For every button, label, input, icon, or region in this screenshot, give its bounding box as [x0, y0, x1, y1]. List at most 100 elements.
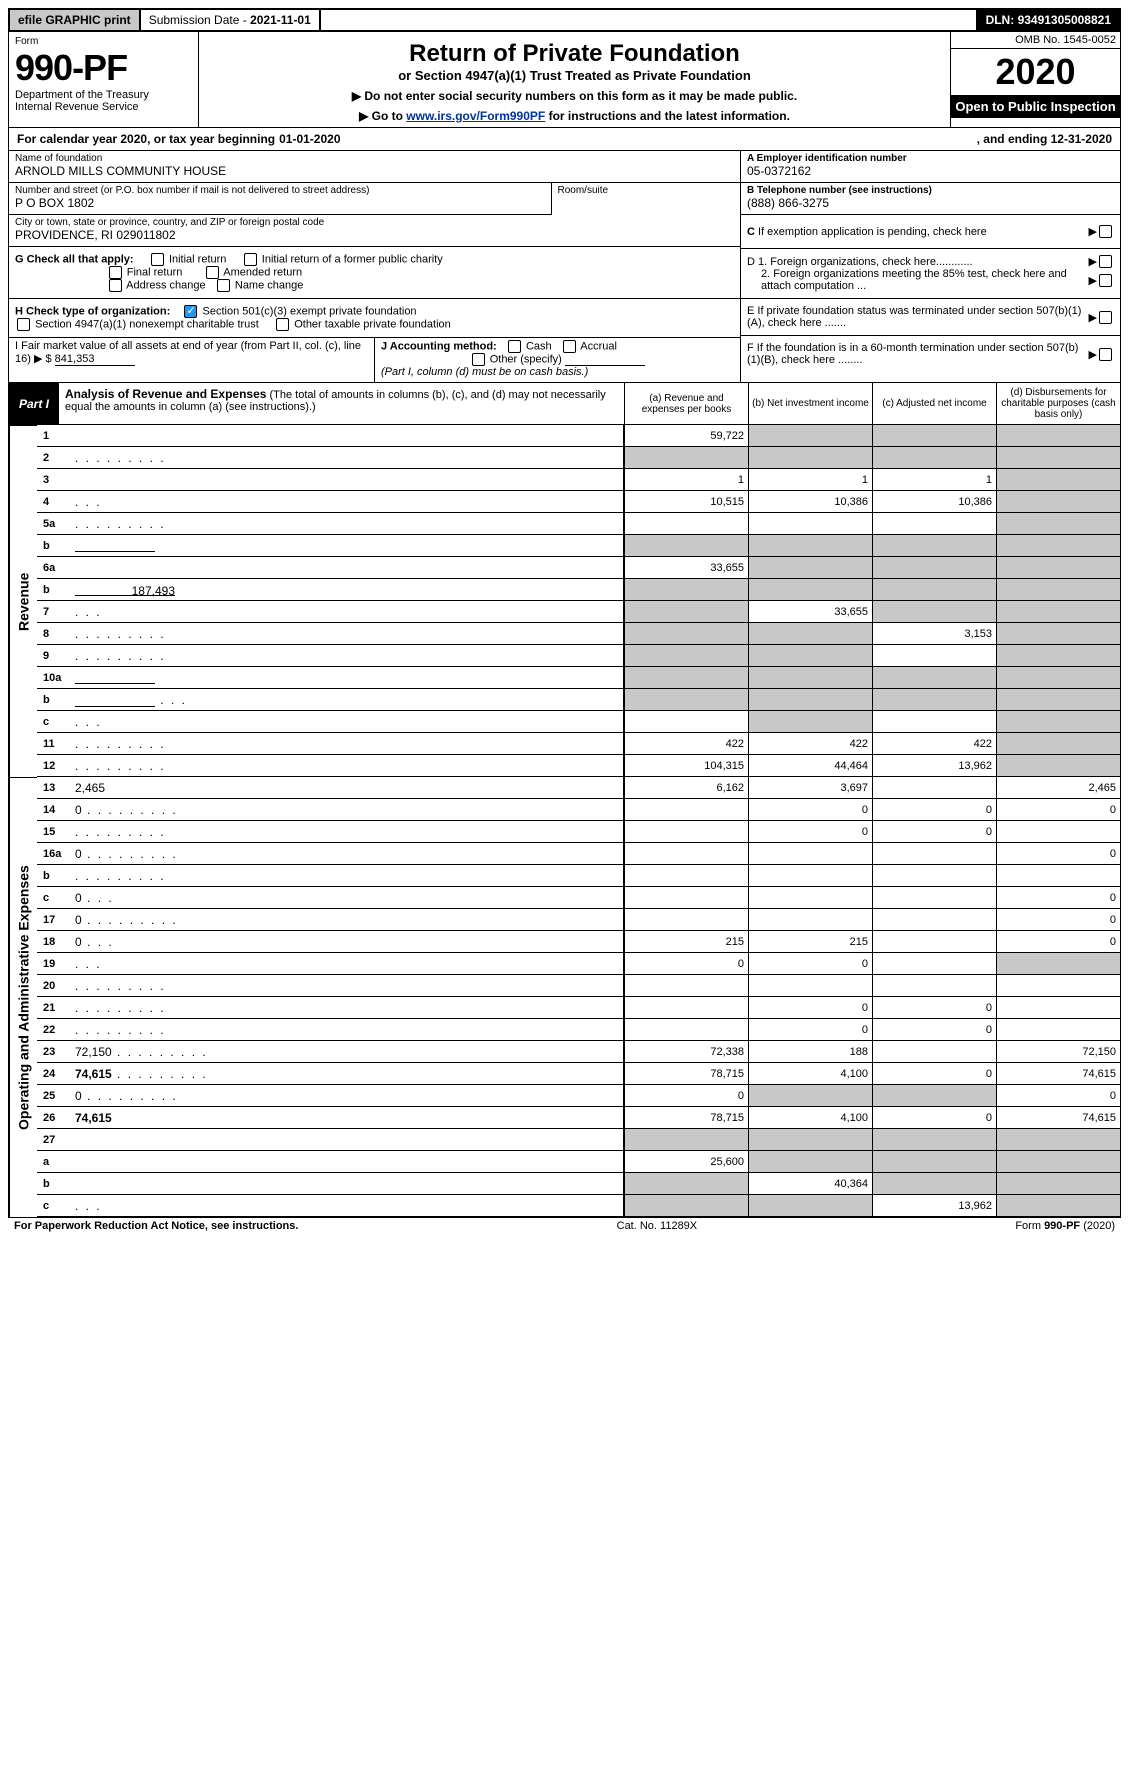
amount-col-d — [996, 513, 1120, 535]
amount-col-a — [624, 513, 748, 535]
amount-col-a: 72,338 — [624, 1041, 748, 1063]
efile-print-button[interactable]: efile GRAPHIC print — [10, 10, 141, 30]
line-description — [71, 447, 624, 469]
section-d1-checkbox[interactable] — [1099, 255, 1112, 268]
other-taxable-checkbox[interactable] — [276, 318, 289, 331]
city-label: City or town, state or province, country… — [15, 217, 734, 228]
line-number: 9 — [37, 645, 71, 667]
initial-return-checkbox[interactable] — [151, 253, 164, 266]
section-h-label: H Check type of organization: — [15, 305, 170, 317]
section-e-checkbox[interactable] — [1099, 311, 1112, 324]
amount-col-a — [624, 1173, 748, 1195]
amount-col-b — [748, 1129, 872, 1151]
section-d2-checkbox[interactable] — [1099, 274, 1112, 287]
amount-col-a: 25,600 — [624, 1151, 748, 1173]
opt-initial-former: Initial return of a former public charit… — [262, 253, 443, 265]
amount-col-c: 13,962 — [872, 755, 996, 777]
amount-col-a: 6,162 — [624, 777, 748, 799]
amount-col-b: 422 — [748, 733, 872, 755]
line-description: 74,615 — [71, 1107, 624, 1129]
section-j-cell: J Accounting method: Cash Accrual Other … — [374, 338, 740, 382]
amount-col-a — [624, 645, 748, 667]
initial-former-checkbox[interactable] — [244, 253, 257, 266]
phone-value: (888) 866-3275 — [747, 196, 1114, 210]
amount-col-c — [872, 447, 996, 469]
amount-col-d — [996, 667, 1120, 689]
line-number: b — [37, 1173, 71, 1195]
form990pf-link[interactable]: www.irs.gov/Form990PF — [406, 109, 545, 123]
name-change-checkbox[interactable] — [217, 279, 230, 292]
amount-col-a: 59,722 — [624, 425, 748, 447]
line-description — [71, 513, 624, 535]
part-i-table: Revenue159,72223111410,51510,38610,3865a… — [8, 425, 1121, 1217]
line-number: 5a — [37, 513, 71, 535]
phone-cell: B Telephone number (see instructions) (8… — [741, 183, 1120, 215]
part-i-badge: Part I — [9, 383, 59, 424]
amount-col-a: 0 — [624, 1085, 748, 1107]
amount-col-c: 0 — [872, 821, 996, 843]
cash-checkbox[interactable] — [508, 340, 521, 353]
dept-treasury: Department of the Treasury — [15, 89, 192, 101]
amount-col-b — [748, 513, 872, 535]
dln-label: DLN: — [986, 13, 1018, 27]
amount-col-d: 74,615 — [996, 1063, 1120, 1085]
amount-col-d: 72,150 — [996, 1041, 1120, 1063]
amount-col-c — [872, 711, 996, 733]
address-change-checkbox[interactable] — [109, 279, 122, 292]
amount-col-d — [996, 1151, 1120, 1173]
amount-col-b: 44,464 — [748, 755, 872, 777]
part-i-desc: Analysis of Revenue and Expenses (The to… — [59, 383, 624, 424]
amount-col-c — [872, 1085, 996, 1107]
amount-col-d — [996, 755, 1120, 777]
section-f-cell: F If the foundation is in a 60-month ter… — [741, 336, 1120, 372]
amount-col-a: 422 — [624, 733, 748, 755]
final-return-checkbox[interactable] — [109, 266, 122, 279]
line-number: 14 — [37, 799, 71, 821]
line-description — [71, 535, 624, 557]
amount-col-a: 78,715 — [624, 1107, 748, 1129]
section-i-amount: 841,353 — [55, 353, 135, 366]
topbar-spacer — [321, 10, 978, 30]
arrow-icon: ▶ — [1089, 311, 1097, 324]
line-number: 27 — [37, 1129, 71, 1151]
dln-field: DLN: 93491305008821 — [978, 10, 1119, 30]
line-number: 4 — [37, 491, 71, 513]
line-number: 13 — [37, 777, 71, 799]
other-method-checkbox[interactable] — [472, 353, 485, 366]
amount-col-a: 0 — [624, 953, 748, 975]
amount-col-b: 0 — [748, 953, 872, 975]
line-number: 15 — [37, 821, 71, 843]
line-description — [71, 711, 624, 733]
amount-col-a — [624, 799, 748, 821]
4947a1-checkbox[interactable] — [17, 318, 30, 331]
amount-col-d: 74,615 — [996, 1107, 1120, 1129]
footer-form-suffix: (2020) — [1080, 1220, 1115, 1232]
cal-end: 12-31-2020 — [1051, 132, 1112, 146]
line-number: 3 — [37, 469, 71, 491]
line-number: b — [37, 865, 71, 887]
amended-return-checkbox[interactable] — [206, 266, 219, 279]
line-number: 20 — [37, 975, 71, 997]
amount-col-b — [748, 975, 872, 997]
accrual-checkbox[interactable] — [563, 340, 576, 353]
section-c-checkbox[interactable] — [1099, 225, 1112, 238]
footer-form: Form 990-PF (2020) — [1015, 1220, 1115, 1232]
amount-col-d: 0 — [996, 931, 1120, 953]
amount-col-c — [872, 777, 996, 799]
amount-col-c: 0 — [872, 1063, 996, 1085]
dept-irs: Internal Revenue Service — [15, 101, 192, 113]
line-description — [71, 1173, 624, 1195]
line-description — [71, 1129, 624, 1151]
amount-col-c: 0 — [872, 997, 996, 1019]
line-description — [71, 623, 624, 645]
501c3-checkbox[interactable] — [184, 305, 197, 318]
opt-cash: Cash — [526, 340, 552, 352]
section-f-checkbox[interactable] — [1099, 348, 1112, 361]
omb-number: OMB No. 1545-0052 — [951, 32, 1120, 49]
submission-date-label: Submission Date - — [149, 13, 250, 27]
amount-col-b — [748, 843, 872, 865]
tax-year: 2020 — [951, 49, 1120, 95]
phone-label: B Telephone number (see instructions) — [747, 185, 932, 196]
line-description: 0 — [71, 843, 624, 865]
address-value: P O BOX 1802 — [15, 196, 545, 210]
